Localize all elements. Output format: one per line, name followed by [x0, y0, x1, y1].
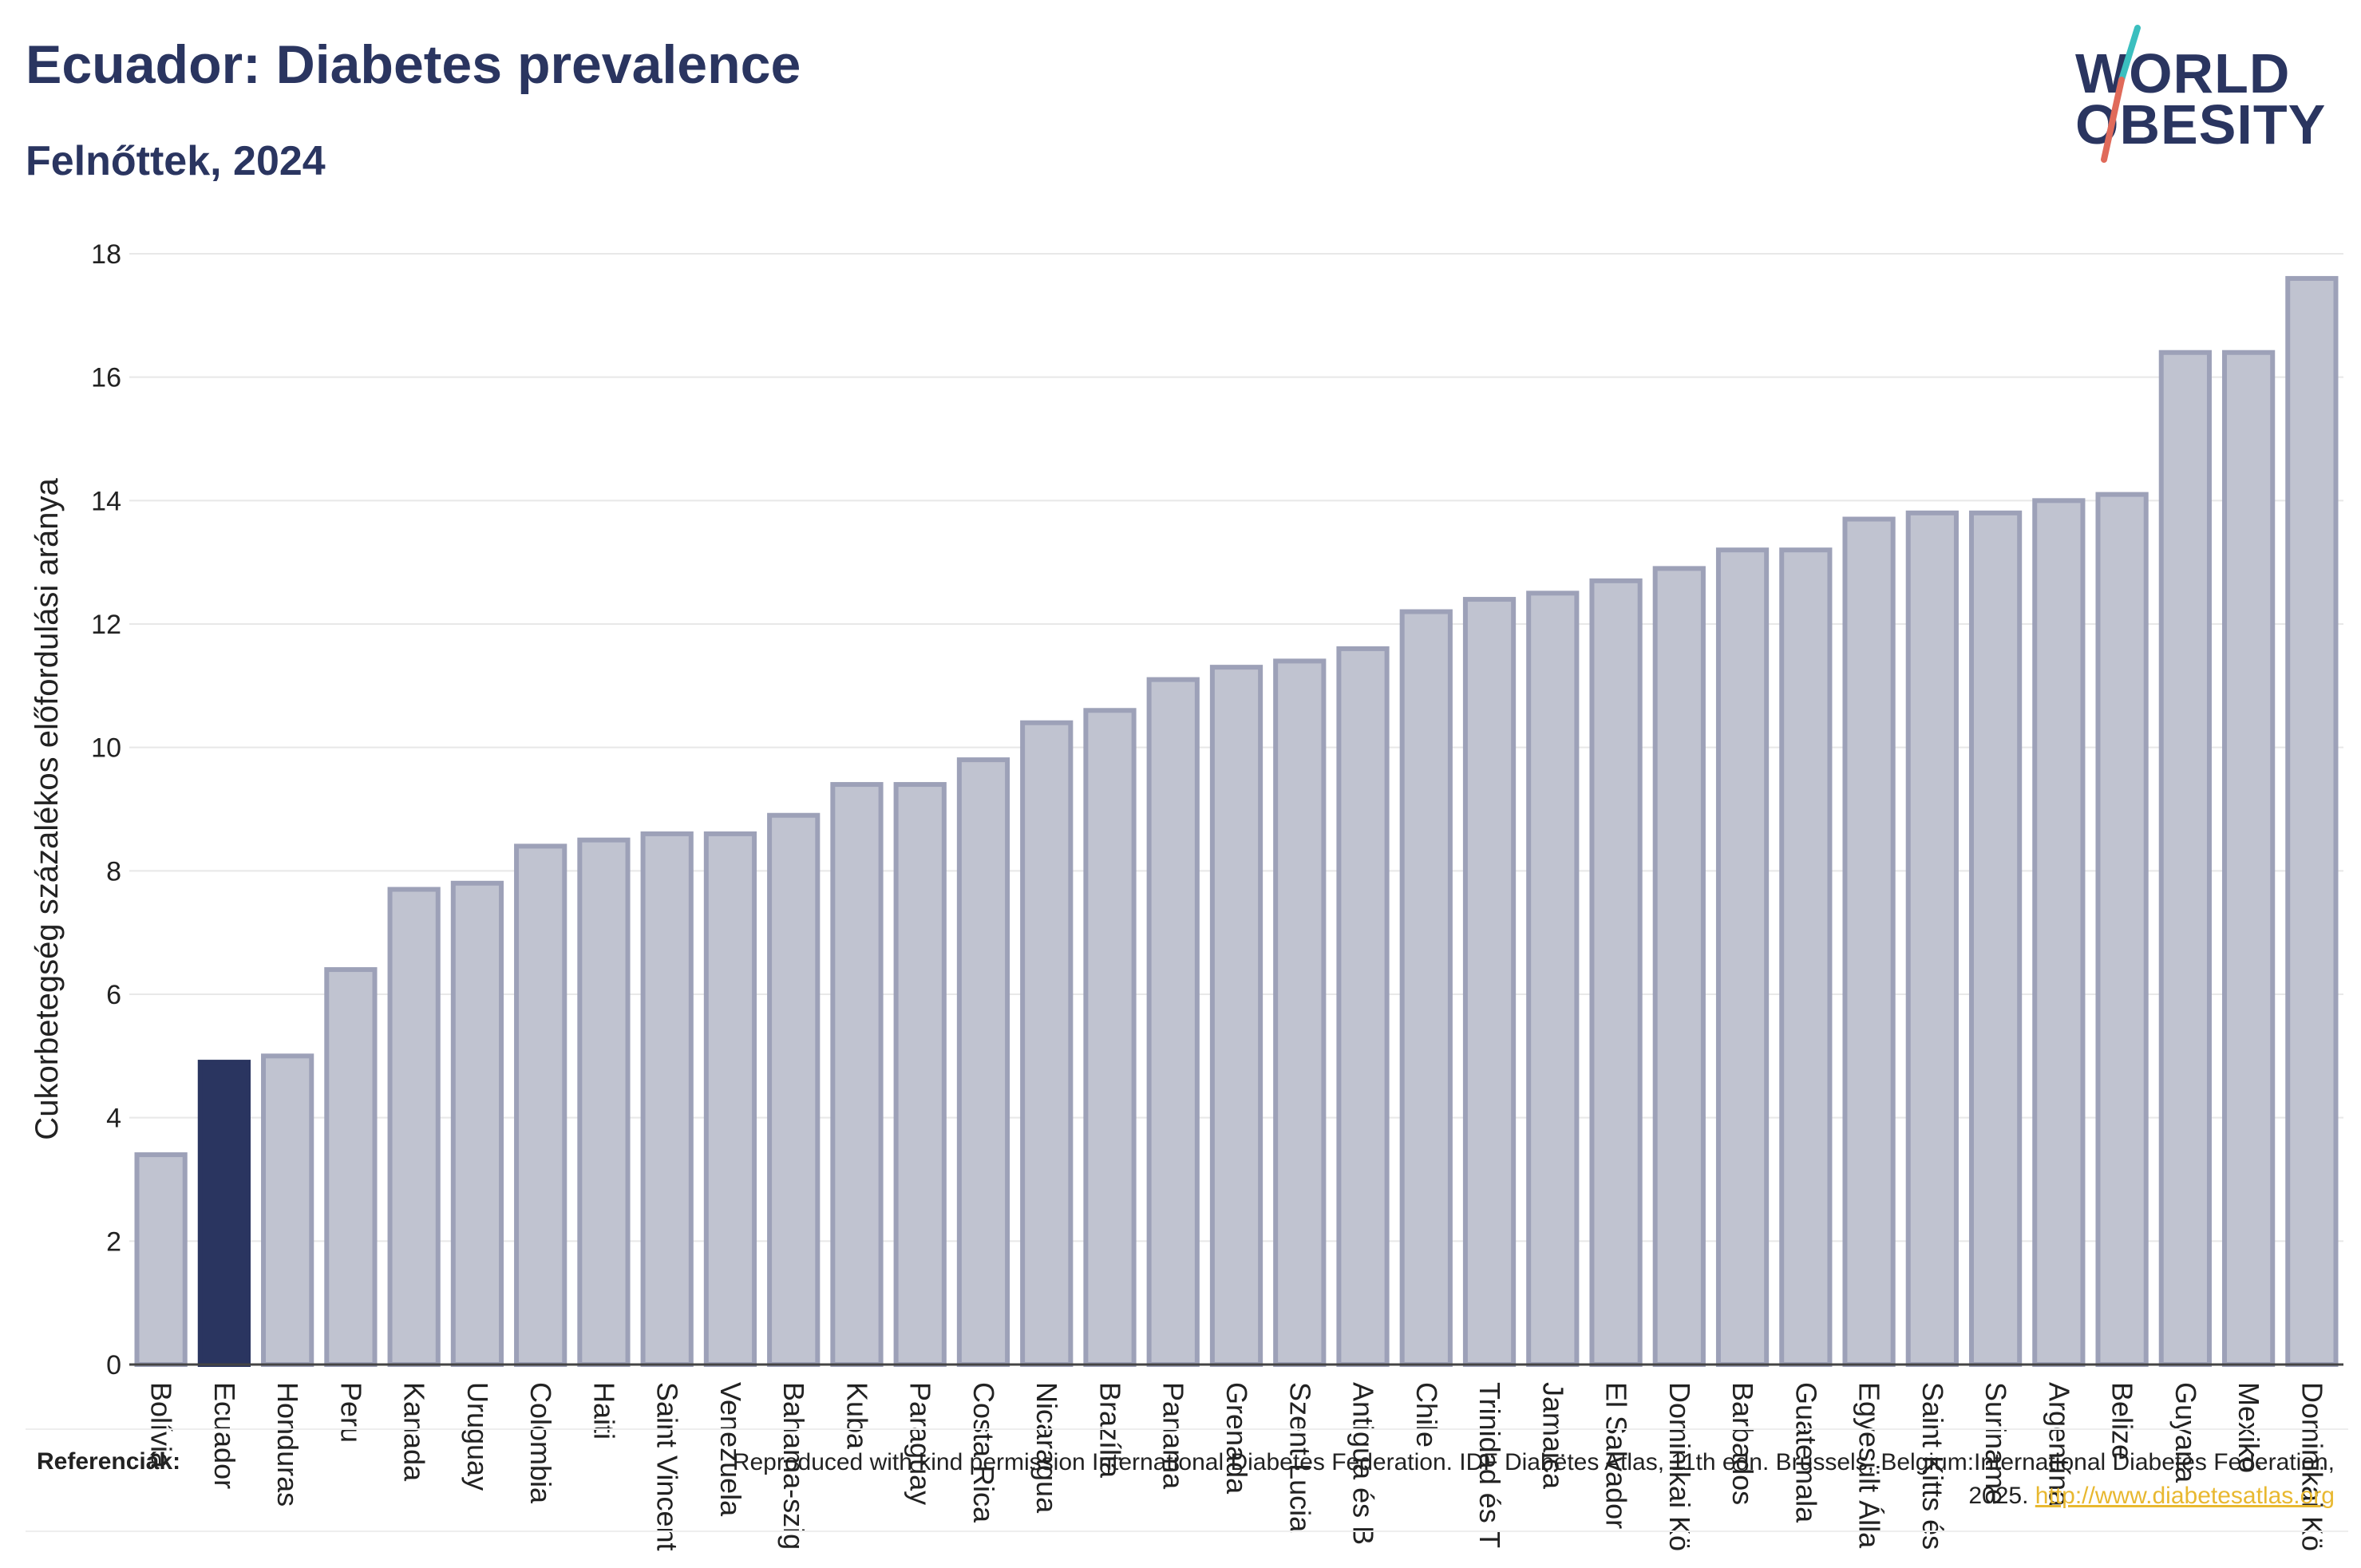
- bar[interactable]: [387, 887, 441, 1367]
- x-tick-label: Haiti: [587, 1382, 620, 1440]
- logo-line-1: WORLD: [2075, 42, 2291, 105]
- x-tick-label: Kuba: [840, 1382, 873, 1450]
- x-tick-label: Colombia: [524, 1382, 557, 1504]
- bar[interactable]: [640, 831, 694, 1367]
- references-text: Reproduced with kind permission Internat…: [702, 1446, 2335, 1513]
- x-tick-label: Szent Lucia: [1283, 1382, 1316, 1533]
- bar[interactable]: [1083, 708, 1137, 1367]
- bar[interactable]: [1526, 590, 1580, 1367]
- y-tick-label: 2: [106, 1226, 121, 1257]
- bar[interactable]: [450, 880, 504, 1368]
- bar[interactable]: [324, 967, 378, 1367]
- bar[interactable]: [1589, 578, 1643, 1367]
- x-tick-label: Barbados: [1726, 1382, 1759, 1505]
- divider-bottom: [26, 1530, 2348, 1532]
- bar[interactable]: [2285, 275, 2339, 1367]
- bar[interactable]: [1715, 547, 1770, 1367]
- references-body: Reproduced with kind permission Internat…: [732, 1449, 2335, 1509]
- bar[interactable]: [1462, 597, 1517, 1367]
- y-axis-label: Cukorbetegség százalékos előfordulási ar…: [30, 478, 65, 1140]
- bar[interactable]: [1842, 516, 1896, 1367]
- world-obesity-logo: WORLD OBESITY: [2075, 24, 2347, 168]
- bar[interactable]: [767, 812, 821, 1367]
- y-tick-label: 14: [91, 486, 121, 516]
- x-tick-label: Dominikai Kö: [1663, 1382, 1696, 1551]
- y-tick-label: 16: [91, 363, 121, 393]
- x-tick-label: Guatemala: [1790, 1382, 1822, 1523]
- x-tick-label: Dominikai Kö: [2296, 1382, 2328, 1551]
- bar[interactable]: [1905, 510, 1959, 1367]
- x-tick-label: Uruguay: [461, 1382, 494, 1491]
- y-tick-label: 12: [91, 610, 121, 640]
- x-tick-label: Honduras: [271, 1382, 304, 1507]
- x-tick-label: Chile: [1410, 1382, 1443, 1448]
- bar[interactable]: [1336, 646, 1390, 1367]
- x-tick-label: Ecuador: [208, 1382, 241, 1489]
- bar[interactable]: [2158, 350, 2212, 1368]
- chart-subtitle: Felnőttek, 2024: [26, 138, 326, 184]
- bar[interactable]: [1209, 665, 1264, 1367]
- bar[interactable]: [2095, 492, 2149, 1367]
- logo-slash-icon: [2101, 25, 2141, 163]
- y-tick-label: 0: [106, 1350, 121, 1380]
- x-tick-label: Egyesült Álla: [1853, 1382, 1886, 1549]
- x-tick-label: Nicaragua: [1030, 1382, 1063, 1514]
- x-tick-label: Guyana: [2169, 1382, 2202, 1483]
- bar[interactable]: [1968, 510, 2023, 1367]
- y-tick-label: 6: [106, 980, 121, 1010]
- x-tick-label: Saint Kitts és: [1916, 1382, 1949, 1550]
- x-tick-label: Belize: [2106, 1382, 2139, 1460]
- bar[interactable]: [577, 837, 631, 1367]
- references-link[interactable]: http://www.diabetesatlas.org: [2035, 1483, 2335, 1509]
- y-tick-label: 4: [106, 1104, 121, 1134]
- x-tick-label: El Salvador: [1600, 1382, 1633, 1529]
- y-tick-label: 18: [91, 239, 121, 270]
- bar[interactable]: [893, 782, 947, 1367]
- bar[interactable]: [514, 843, 568, 1367]
- bar[interactable]: [261, 1053, 314, 1368]
- bar[interactable]: [1146, 677, 1200, 1367]
- x-tick-label: Trinidad és T: [1473, 1382, 1506, 1548]
- bar[interactable]: [2221, 350, 2276, 1368]
- bar[interactable]: [134, 1152, 188, 1367]
- x-tick-label: Bahama-szig: [777, 1382, 810, 1550]
- bar[interactable]: [830, 782, 884, 1367]
- x-tick-label: Kanada: [398, 1382, 431, 1482]
- bar[interactable]: [2032, 498, 2086, 1367]
- divider-top: [26, 1428, 2348, 1430]
- x-tick-label: Grenada: [1220, 1382, 1253, 1495]
- x-tick-label: Saint Vincent: [651, 1382, 684, 1550]
- x-tick-label: Bolívia: [145, 1382, 178, 1469]
- x-tick-label: Brazília: [1093, 1382, 1126, 1479]
- chart-title: Ecuador: Diabetes prevalence: [26, 34, 801, 95]
- bar-highlight[interactable]: [197, 1060, 251, 1367]
- x-tick-label: Panama: [1157, 1382, 1190, 1490]
- x-tick-label: Suriname: [1979, 1382, 2012, 1505]
- references-label: Referenciák:: [37, 1448, 181, 1475]
- x-tick-label: Argentína: [2043, 1382, 2075, 1507]
- x-tick-label: Peru: [334, 1382, 367, 1443]
- bar[interactable]: [1399, 609, 1453, 1367]
- x-tick-label: Jamaica: [1536, 1382, 1569, 1490]
- x-tick-label: Mexikó: [2232, 1382, 2265, 1473]
- bar[interactable]: [956, 757, 1010, 1367]
- bar[interactable]: [1652, 566, 1706, 1367]
- bar[interactable]: [1273, 658, 1327, 1367]
- bar[interactable]: [703, 831, 757, 1367]
- bar[interactable]: [1020, 720, 1074, 1367]
- x-tick-label: Venezuela: [714, 1382, 747, 1517]
- y-tick-label: 10: [91, 733, 121, 764]
- bar[interactable]: [1779, 547, 1833, 1367]
- x-tick-label: Costa Rica: [967, 1382, 1000, 1523]
- x-tick-label: Antigua és B: [1347, 1382, 1380, 1545]
- y-tick-label: 8: [106, 856, 121, 887]
- x-tick-label: Paraguay: [904, 1382, 937, 1505]
